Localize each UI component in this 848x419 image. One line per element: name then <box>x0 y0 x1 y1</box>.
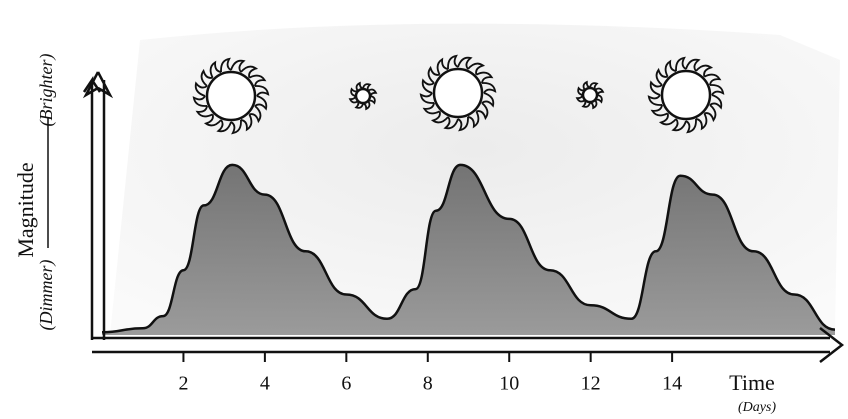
star-rays <box>647 56 725 134</box>
area-fill <box>102 164 835 335</box>
star-rays <box>192 57 270 135</box>
star-bright <box>419 54 497 132</box>
x-axis-label: Time <box>729 370 775 395</box>
star-rays <box>348 81 378 111</box>
star-dim <box>348 81 378 111</box>
star-dim <box>575 80 605 110</box>
star-disc <box>581 86 599 104</box>
plot-area <box>101 163 836 335</box>
x-tick-label: 2 <box>178 373 188 395</box>
star-bright <box>647 56 725 134</box>
x-tick-label: 4 <box>260 373 270 395</box>
y-axis-label: Magnitude <box>13 162 38 257</box>
x-axis-unit: (Days) <box>738 400 776 415</box>
star-disc <box>205 70 257 122</box>
y-label-high: (Brighter) <box>36 54 57 127</box>
x-tick-label: 14 <box>662 373 682 395</box>
axes <box>82 71 845 363</box>
star-disc <box>660 69 712 121</box>
y-label-low: (Dimmer) <box>36 260 57 331</box>
star-bright <box>192 57 270 135</box>
light-curve <box>101 163 836 334</box>
x-tick-label: 8 <box>423 373 433 395</box>
star-rays <box>419 54 497 132</box>
y-axis-arrow <box>82 71 114 340</box>
x-tick-label: 10 <box>499 373 519 395</box>
x-tick-label: 12 <box>581 373 601 395</box>
x-tick-label: 6 <box>341 373 351 395</box>
star-disc <box>354 87 372 105</box>
x-axis <box>92 327 845 363</box>
star-rays <box>575 80 605 110</box>
star-disc <box>432 67 484 119</box>
